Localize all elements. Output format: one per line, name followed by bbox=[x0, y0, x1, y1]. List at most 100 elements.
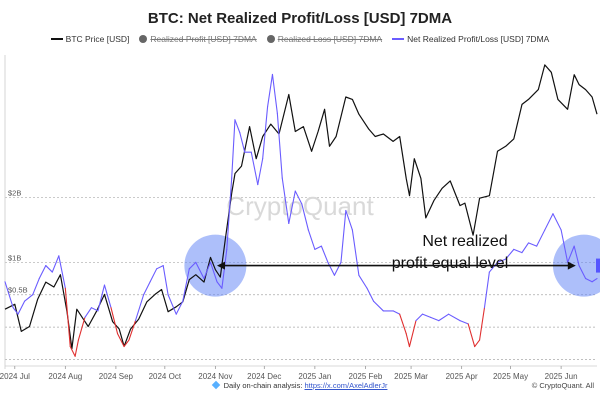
series-segment-net-realized bbox=[17, 300, 26, 315]
series-segment-net-realized bbox=[209, 261, 218, 283]
series-segment-net-realized bbox=[585, 277, 593, 283]
series-segment-net-realized bbox=[399, 313, 407, 335]
series-segment-net-realized bbox=[231, 119, 236, 179]
y-axis-right: $0.5B $1B $2B bbox=[8, 189, 600, 295]
series-segment-net-realized bbox=[32, 277, 40, 296]
legend-swatch-realized-profit bbox=[139, 35, 148, 43]
x-tick-label: 2024 Dec bbox=[247, 372, 281, 381]
series-segment-net-realized bbox=[591, 277, 598, 283]
series-segment-net-realized bbox=[327, 261, 335, 276]
series-segment-net-realized bbox=[340, 209, 347, 263]
series-segment-net-realized bbox=[351, 229, 360, 276]
chart-title: BTC: Net Realized Profit/Loss [USD] 7DMA bbox=[147, 10, 453, 27]
series-segment-net-realized bbox=[45, 265, 53, 273]
series-segment-net-realized bbox=[392, 310, 401, 315]
series-segment-net-realized bbox=[527, 242, 538, 247]
x-tick-label: 2025 Feb bbox=[349, 372, 383, 381]
series-segment-net-realized bbox=[64, 287, 71, 348]
series-segment-net-realized bbox=[267, 73, 274, 108]
series-segment-net-realized bbox=[345, 209, 353, 231]
series-segment-net-realized bbox=[162, 265, 169, 296]
series-segment-net-realized bbox=[567, 245, 575, 263]
series-segment-net-realized bbox=[90, 307, 99, 312]
series-segment-net-realized bbox=[123, 339, 130, 348]
series-segment-net-realized bbox=[195, 261, 205, 280]
series-segment-net-realized bbox=[116, 333, 125, 348]
series-segment-net-realized bbox=[560, 229, 569, 263]
series-segment-net-realized bbox=[415, 313, 424, 322]
series-segment-net-realized bbox=[110, 307, 119, 335]
legend-item-realized-profit[interactable]: Realized Profit [USD] 7DMA bbox=[139, 34, 257, 44]
series-segment-net-realized bbox=[366, 287, 375, 302]
footer: Daily on-chain analysis: https://x.com/A… bbox=[0, 380, 600, 390]
series-segment-net-realized bbox=[294, 190, 303, 205]
series-segment-net-realized bbox=[479, 307, 486, 341]
series-segment-net-realized bbox=[103, 284, 112, 309]
series-segment-net-realized bbox=[156, 265, 164, 270]
series-segment-net-realized bbox=[474, 339, 481, 348]
series-segment-net-realized bbox=[496, 258, 507, 263]
legend-label: Realized Loss [USD] 7DMA bbox=[277, 34, 383, 44]
legend-swatch-realized-loss bbox=[266, 35, 275, 43]
series-segment-net-realized bbox=[234, 119, 241, 134]
x-axis: 2024 Jul 2024 Aug 2024 Sep 2024 Oct 2024 Nov… bbox=[0, 365, 597, 381]
series-segment-net-realized bbox=[301, 203, 309, 231]
x-tick-label: 2025 Mar bbox=[394, 372, 428, 381]
legend-item-btc-price[interactable]: BTC Price [USD] bbox=[50, 34, 129, 44]
series-segment-net-realized bbox=[182, 268, 190, 302]
copyright: © CryptoQuant. All bbox=[531, 381, 594, 390]
x-tick-label: 2025 Apr bbox=[446, 372, 478, 381]
series-segment-net-realized bbox=[167, 294, 177, 315]
watermark: CryptoQuant bbox=[226, 191, 374, 221]
series-segment-net-realized bbox=[307, 229, 316, 250]
series-segment-net-realized bbox=[271, 73, 278, 114]
series-segment-net-realized bbox=[513, 248, 523, 254]
legend-label: Net Realized Profit/Loss [USD] 7DMA bbox=[407, 34, 550, 44]
series-segment-net-realized bbox=[250, 151, 259, 186]
reference-arrow-head-left bbox=[217, 261, 226, 270]
series-segment-net-realized bbox=[421, 313, 432, 318]
legend-item-net-realized[interactable]: Net Realized Profit/Loss [USD] 7DMA bbox=[392, 34, 549, 44]
series-line-btc-price bbox=[4, 64, 598, 350]
series-segment-net-realized bbox=[12, 307, 19, 315]
series-segment-net-realized bbox=[276, 112, 283, 179]
series-segment-net-realized bbox=[288, 190, 296, 225]
series-segment-net-realized bbox=[320, 245, 329, 263]
x-tick-label: 2024 Oct bbox=[149, 372, 182, 381]
series-segment-net-realized bbox=[203, 261, 212, 280]
series-segment-net-realized bbox=[521, 242, 530, 254]
series-segment-net-realized bbox=[134, 294, 145, 322]
series-segment-net-realized bbox=[552, 213, 562, 231]
series-segment-net-realized bbox=[448, 313, 461, 322]
annotation-line-1: Net realized bbox=[422, 233, 507, 250]
x-tick-label: 2024 Aug bbox=[48, 372, 82, 381]
series-segment-net-realized bbox=[74, 339, 79, 357]
series-segment-net-realized bbox=[333, 261, 342, 276]
series-segment-net-realized bbox=[488, 261, 499, 273]
series-segment-net-realized bbox=[459, 320, 469, 325]
x-tick-label: 2025 Jan bbox=[298, 372, 331, 381]
series-segment-net-realized bbox=[188, 261, 197, 270]
series-segment-net-realized bbox=[257, 158, 264, 186]
y-tick-label: $0.5B bbox=[8, 286, 28, 295]
legend-swatch-btc-price bbox=[50, 38, 63, 40]
series-segment-net-realized bbox=[573, 245, 580, 267]
series-segment-net-realized bbox=[51, 255, 60, 273]
annotation-arrow bbox=[217, 261, 576, 270]
series-segment-net-realized bbox=[84, 307, 92, 318]
series-layer bbox=[4, 64, 598, 357]
series-segment-net-realized bbox=[77, 316, 86, 341]
series-segment-net-realized bbox=[4, 281, 14, 309]
series-segment-net-realized bbox=[578, 265, 587, 280]
reference-arrow-head-right bbox=[567, 261, 576, 270]
series-segment-net-realized bbox=[358, 274, 368, 289]
footer-link[interactable]: https://x.com/AxelAdlerJr bbox=[304, 381, 388, 390]
series-segment-net-realized bbox=[408, 320, 417, 348]
legend-item-realized-loss[interactable]: Realized Loss [USD] 7DMA bbox=[266, 34, 383, 44]
series-segment-net-realized bbox=[216, 281, 223, 289]
series-segment-net-realized bbox=[505, 248, 515, 260]
series-segment-net-realized bbox=[226, 177, 233, 250]
footer-text: Daily on-chain analysis: bbox=[223, 381, 305, 390]
series-segment-net-realized bbox=[38, 265, 47, 280]
series-segment-net-realized bbox=[24, 294, 34, 302]
